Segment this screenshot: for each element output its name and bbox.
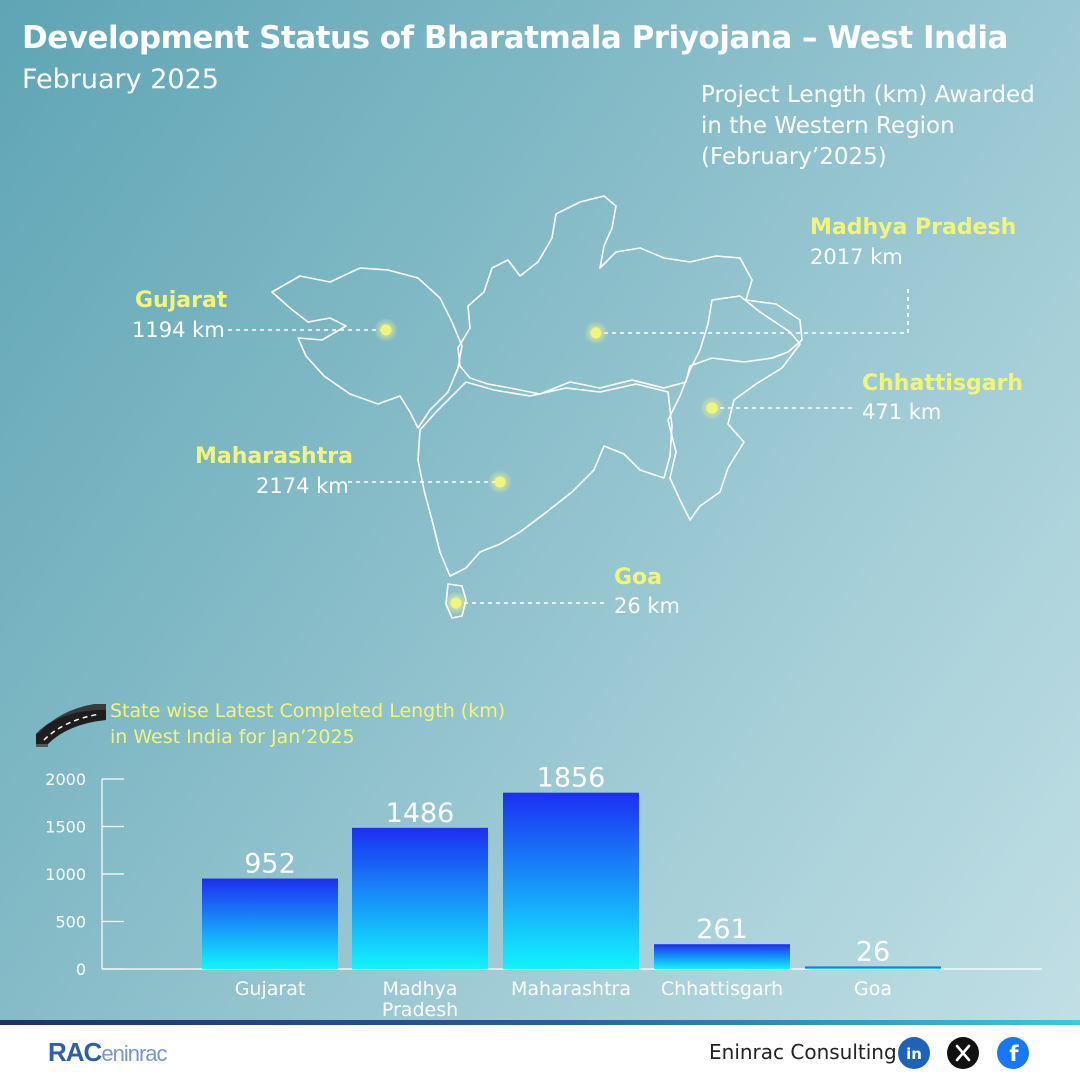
page-subtitle: February 2025 xyxy=(22,64,219,95)
maharashtra-km: 2174 km xyxy=(256,474,349,498)
goa-label: Goa xyxy=(614,565,663,590)
y-tick-label: 500 xyxy=(55,913,86,932)
gujarat-marker xyxy=(380,324,392,336)
logo-sub: eninrac xyxy=(101,1041,167,1066)
svg-text:f: f xyxy=(1009,1042,1019,1066)
x-tick-label: Madhya Pradesh xyxy=(382,978,458,1021)
company-name: Eninrac Consulting xyxy=(709,1040,897,1064)
y-tick-label: 1500 xyxy=(45,818,86,837)
bar-madhya-pradesh xyxy=(352,827,488,969)
bar-goa xyxy=(805,966,941,969)
madhya-pradesh-km: 2017 km xyxy=(810,245,903,269)
bar-value-label: 26 xyxy=(856,937,890,968)
x-tick-label: Goa xyxy=(854,978,892,1000)
x-icon[interactable] xyxy=(947,1037,979,1069)
chhattisgarh-label: Chhattisgarh xyxy=(862,371,1024,396)
goa-km: 26 km xyxy=(614,594,681,618)
y-tick-label: 2000 xyxy=(45,770,86,789)
chhattisgarh-km: 471 km xyxy=(862,400,942,424)
bar-caption-line: State wise Latest Completed Length (km) xyxy=(110,700,506,722)
bar-chart-caption: State wise Latest Completed Length (km) … xyxy=(110,698,505,750)
madhya-pradesh-label: Madhya Pradesh xyxy=(810,215,1017,240)
chhattisgarh-marker xyxy=(706,402,718,414)
facebook-icon[interactable]: f xyxy=(997,1037,1029,1069)
madhya-pradesh-leader xyxy=(596,288,909,334)
gujarat-outline xyxy=(271,267,463,429)
bar-chart: 0 500 1000 1500 2000 952 Gujarat 1486 Madhya Prad… xyxy=(45,763,1042,1021)
bar-value-label: 1856 xyxy=(537,763,606,794)
company-logo: RACeninrac xyxy=(48,1037,168,1068)
bar-value-label: 1486 xyxy=(386,798,455,829)
page-title: Development Status of Bharatmala Priyoja… xyxy=(22,20,1008,56)
bar-value-label: 261 xyxy=(696,914,748,945)
goa-marker xyxy=(450,597,462,609)
map-caption-line: Project Length (km) Awarded xyxy=(701,82,1035,108)
bar-chhattisgarh xyxy=(654,944,790,969)
road-icon xyxy=(36,704,106,747)
bar-gujarat xyxy=(202,878,338,969)
x-tick-label: Gujarat xyxy=(235,978,306,1000)
maharashtra-label: Maharashtra xyxy=(195,444,353,469)
map-caption: Project Length (km) Awarded in the Weste… xyxy=(701,80,1061,173)
map-caption-line: (February’2025) xyxy=(701,144,887,170)
linkedin-icon[interactable]: in xyxy=(898,1037,930,1069)
maharashtra-marker xyxy=(494,476,506,488)
chhattisgarh-outline xyxy=(667,295,801,521)
footer-divider xyxy=(0,1020,1080,1025)
gujarat-km: 1194 km xyxy=(132,318,225,342)
x-tick-label: Chhattisgarh xyxy=(661,978,783,1000)
madhya-pradesh-marker xyxy=(590,327,602,339)
bar-maharashtra xyxy=(503,792,639,969)
logo-main: RAC xyxy=(48,1037,102,1067)
madhya-pradesh-outline xyxy=(457,195,803,395)
gujarat-label: Gujarat xyxy=(135,288,228,313)
y-tick-label: 1000 xyxy=(45,865,86,884)
bar-caption-line: in West India for Jan’2025 xyxy=(110,726,355,748)
map-caption-line: in the Western Region xyxy=(701,113,955,139)
svg-text:in: in xyxy=(906,1045,922,1063)
y-tick-label: 0 xyxy=(76,960,86,979)
west-india-map xyxy=(271,195,909,615)
maharashtra-outline xyxy=(417,381,673,577)
bar-value-label: 952 xyxy=(244,849,296,880)
x-tick-label: Maharashtra xyxy=(511,978,631,1000)
